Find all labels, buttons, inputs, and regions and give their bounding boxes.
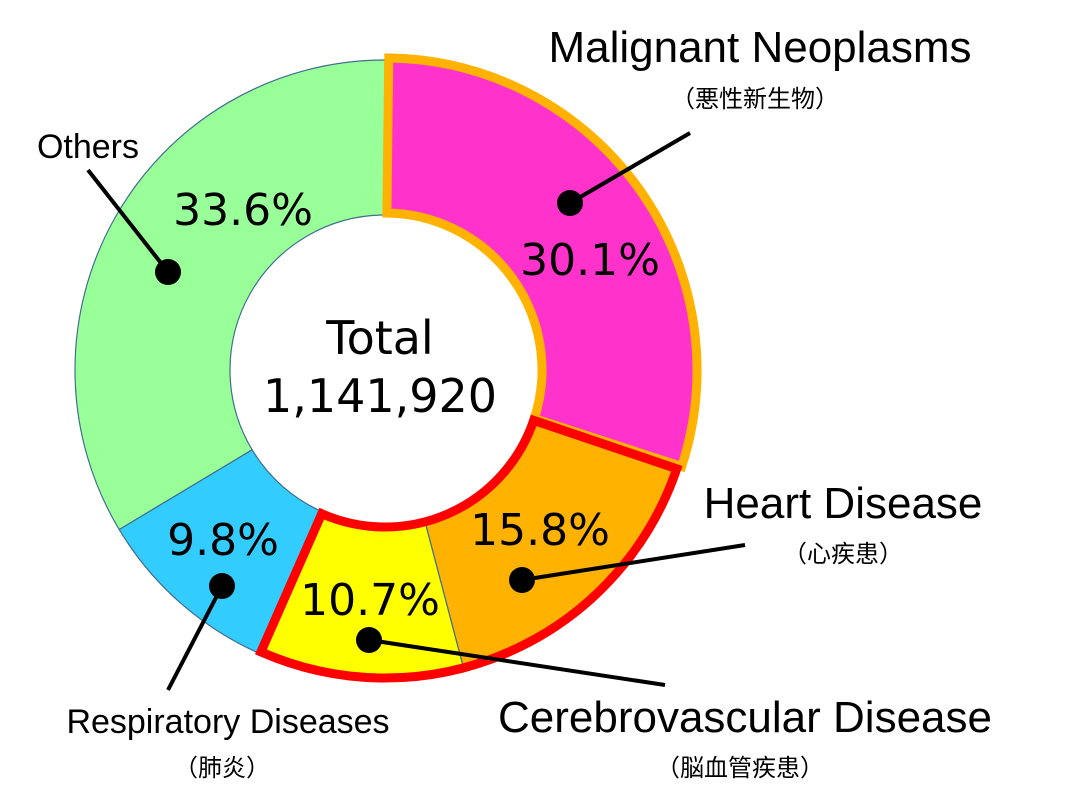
outline-heart-and-cerebrovascular	[254, 414, 683, 683]
pct-respiratory-diseases: 9.8%	[167, 515, 279, 566]
leader-respiratory-diseases	[166, 573, 235, 691]
center-label: Total	[325, 311, 433, 365]
highlight-outlines	[254, 53, 702, 683]
leader-cerebrovascular-disease	[356, 627, 666, 687]
label-respiratory-diseases: Respiratory Diseases	[66, 703, 389, 741]
label-cerebrovascular-disease: Cerebrovascular Disease	[498, 693, 992, 742]
pct-heart-disease: 15.8%	[470, 505, 610, 556]
slice-others	[74, 59, 386, 531]
pct-others: 33.6%	[173, 185, 313, 236]
label-others: Others	[37, 128, 139, 166]
donut-slices	[74, 59, 696, 681]
center-value: 1,141,920	[263, 369, 497, 423]
outline-malignant-neoplasms	[382, 53, 702, 473]
label-heart-disease-ja: （心疾患）	[783, 540, 903, 568]
label-malignant-neoplasms-ja: （悪性新生物）	[671, 85, 839, 113]
label-malignant-neoplasms: Malignant Neoplasms	[548, 23, 971, 72]
pct-cerebrovascular-disease: 10.7%	[300, 575, 440, 626]
label-respiratory-diseases-ja: （肺炎）	[174, 754, 270, 782]
label-heart-disease: Heart Disease	[704, 479, 983, 528]
label-cerebrovascular-disease-ja: （脳血管疾患）	[656, 754, 824, 782]
pct-malignant-neoplasms: 30.1%	[520, 235, 660, 286]
leader-others	[86, 168, 181, 285]
leader-malignant-neoplasms	[557, 131, 692, 216]
leader-heart-disease	[509, 543, 746, 593]
